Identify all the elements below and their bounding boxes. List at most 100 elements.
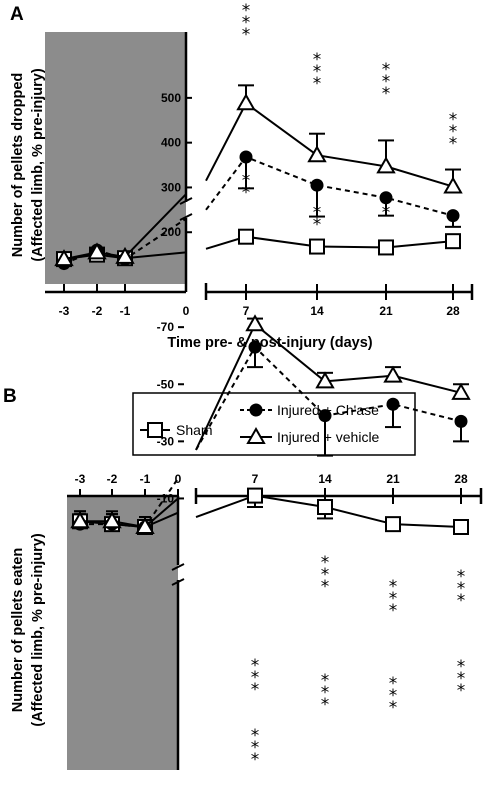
significance-marker-glyph: * <box>313 215 322 235</box>
significance-marker-glyph: * <box>321 671 330 691</box>
series-chase-marker <box>386 397 400 411</box>
significance-marker: *** <box>457 567 466 611</box>
x-tick-label: -3 <box>59 304 70 318</box>
significance-marker-glyph: * <box>382 60 391 80</box>
x-tick-label: -2 <box>92 304 103 318</box>
series-vehicle-marker <box>451 382 471 400</box>
y-axis-break <box>171 578 185 586</box>
x-axis-label: Time pre- & post-injury (days) <box>167 335 372 351</box>
significance-marker-glyph: * <box>389 686 398 706</box>
series-chase-pre-line <box>63 217 187 265</box>
significance-marker-glyph: * <box>457 681 466 701</box>
series-vehicle-marker <box>443 176 463 194</box>
x-tick-label: 28 <box>446 304 460 318</box>
significance-marker-glyph: * <box>242 183 251 203</box>
x-tick-label: -2 <box>107 472 118 486</box>
significance-marker-glyph: * <box>242 171 251 191</box>
significance-marker-glyph: * <box>457 591 466 611</box>
legend-vehicle-marker <box>246 426 266 444</box>
significance-marker: *** <box>389 674 398 718</box>
significance-marker-glyph: * <box>449 110 458 130</box>
significance-marker: * <box>382 203 391 223</box>
series-vehicle-pre-line <box>80 497 179 529</box>
significance-marker-glyph: * <box>242 13 251 33</box>
significance-marker-glyph: * <box>251 680 260 700</box>
x-tick-label: -3 <box>75 472 86 486</box>
y-axis-label: Number of pellets dropped <box>10 73 26 258</box>
significance-marker: *** <box>457 657 466 701</box>
significance-marker-glyph: * <box>313 74 322 94</box>
series-chase-marker <box>379 191 393 205</box>
significance-marker: *** <box>242 1 251 45</box>
y-tick-label: 200 <box>161 225 181 239</box>
x-tick-label: 0 <box>175 472 182 486</box>
series-vehicle-marker <box>115 246 135 264</box>
series-sham-marker <box>309 238 325 255</box>
series-chase-marker <box>318 409 332 423</box>
series-sham-marker <box>247 487 263 504</box>
series-vehicle-marker <box>135 516 155 534</box>
significance-marker: *** <box>449 110 458 154</box>
series-vehicle-pre-line <box>63 193 187 261</box>
significance-marker-glyph: * <box>382 84 391 104</box>
legend-label-vehicle: Injured + vehicle <box>277 429 380 445</box>
y-axis-break <box>171 563 185 571</box>
series-sham-marker <box>317 499 333 516</box>
significance-marker-glyph: * <box>242 1 251 21</box>
y-tick-label: -70 <box>157 320 175 334</box>
y-axis-label: (Affected limb, % pre-injury) <box>30 533 46 727</box>
significance-marker-glyph: * <box>389 589 398 609</box>
series-sham-marker <box>385 516 401 533</box>
significance-marker-glyph: * <box>457 657 466 677</box>
significance-marker-glyph: * <box>457 669 466 689</box>
x-tick-label: 7 <box>243 304 250 318</box>
significance-marker-glyph: * <box>449 122 458 142</box>
significance-marker: *** <box>321 671 330 715</box>
series-chase-marker <box>239 150 253 164</box>
x-tick-label: 28 <box>454 472 468 486</box>
x-tick-label: 21 <box>379 304 393 318</box>
series-vehicle-marker <box>87 242 107 260</box>
significance-marker-glyph: * <box>457 567 466 587</box>
x-tick-label: 0 <box>183 304 190 318</box>
significance-marker-glyph: * <box>321 695 330 715</box>
series-sham-pre-line <box>63 251 187 261</box>
significance-marker-glyph: * <box>389 698 398 718</box>
series-chase-marker <box>248 340 262 354</box>
x-tick-label: 14 <box>310 304 324 318</box>
x-tick-label: 7 <box>252 472 259 486</box>
significance-marker: *** <box>389 577 398 621</box>
series-vehicle-marker <box>307 145 327 163</box>
significance-marker: *** <box>382 60 391 104</box>
x-tick-label: 21 <box>386 472 400 486</box>
significance-marker-glyph: * <box>242 25 251 45</box>
significance-marker-glyph: * <box>382 203 391 223</box>
y-tick-label: 500 <box>161 91 181 105</box>
pre-injury-shade <box>67 496 178 770</box>
series-vehicle-marker <box>376 156 396 174</box>
significance-marker-glyph: * <box>389 674 398 694</box>
series-vehicle-marker <box>315 371 335 389</box>
y-axis-label: Number of pellets eaten <box>10 548 26 712</box>
series-chase-pre-line <box>80 477 179 529</box>
series-sham-marker <box>453 519 469 535</box>
significance-marker-glyph: * <box>382 72 391 92</box>
legend-sham-marker <box>147 422 163 438</box>
significance-marker-glyph: * <box>321 565 330 585</box>
significance-marker-glyph: * <box>449 134 458 154</box>
x-tick-label: -1 <box>140 472 151 486</box>
significance-marker-glyph: * <box>251 668 260 688</box>
significance-marker-glyph: * <box>313 50 322 70</box>
series-sham-marker <box>445 233 461 250</box>
panel-label-a: A <box>10 4 24 25</box>
x-tick-label: 14 <box>318 472 332 486</box>
y-axis-break <box>179 197 193 205</box>
significance-marker-glyph: * <box>313 203 322 223</box>
significance-marker: *** <box>321 553 330 597</box>
series-vehicle-marker <box>245 314 265 332</box>
series-sham-marker <box>378 239 394 256</box>
series-vehicle-marker <box>102 511 122 529</box>
significance-marker-glyph: * <box>251 750 260 770</box>
panel-label-b: B <box>3 386 17 407</box>
